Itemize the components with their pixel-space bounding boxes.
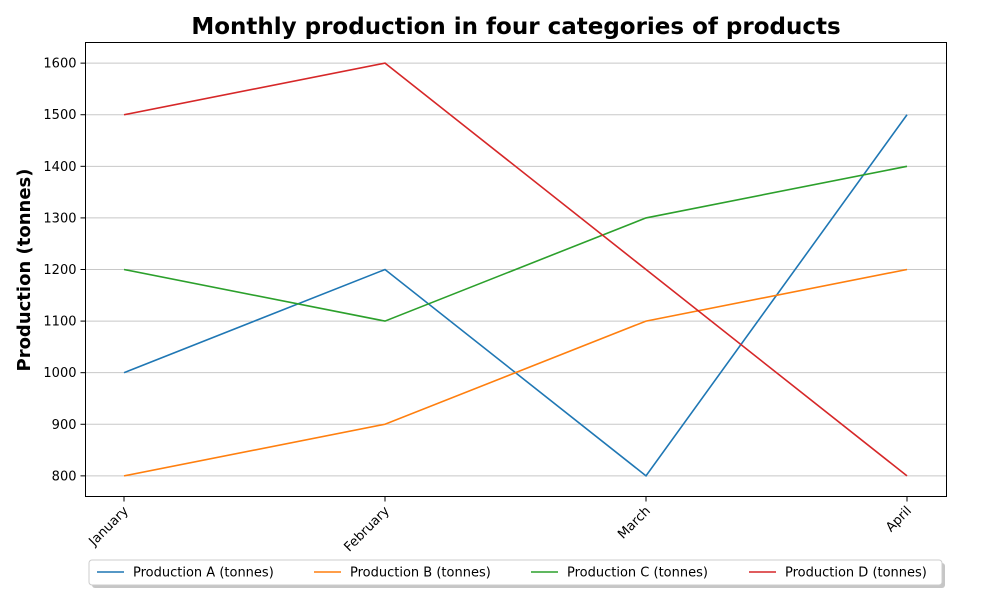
x-tick-label: February (341, 504, 393, 556)
y-tick-label: 1200 (43, 263, 76, 278)
y-axis-label: Production (tonnes) (14, 168, 35, 371)
x-axis-ticks: January February March April (86, 496, 915, 556)
legend-label: Production C (tonnes) (567, 566, 708, 581)
series-line-4 (123, 62, 908, 477)
y-tick-label: 1600 (43, 57, 76, 72)
series-line-2 (123, 268, 908, 477)
y-tick-label: 1500 (43, 108, 76, 123)
y-tick-label: 1300 (43, 211, 76, 226)
y-tick-label: 1400 (43, 160, 76, 175)
y-tick-label: 900 (52, 418, 77, 433)
legend-box (88, 559, 943, 586)
y-axis-ticks: 800 900 1000 1100 1200 1300 1400 1500 1600 (43, 57, 86, 484)
x-tick-label: March (615, 504, 654, 543)
series-lines (123, 62, 908, 478)
y-tick-label: 1000 (43, 366, 76, 381)
x-tick-label: April (883, 504, 915, 536)
legend-items: Production A (tonnes) Production B (tonne… (97, 566, 927, 581)
y-tick-label: 1100 (43, 315, 76, 330)
legend-label: Production D (tonnes) (785, 566, 927, 581)
legend-label: Production A (tonnes) (133, 566, 274, 581)
legend: Production A (tonnes) Production B (tonne… (88, 559, 945, 588)
series-line-1 (123, 114, 908, 478)
chart-title: Monthly production in four categories of… (191, 14, 840, 40)
x-tick-label: January (86, 504, 132, 550)
y-tick-label: 800 (52, 469, 77, 484)
series-line-3 (123, 165, 908, 322)
legend-label: Production B (tonnes) (350, 566, 491, 581)
